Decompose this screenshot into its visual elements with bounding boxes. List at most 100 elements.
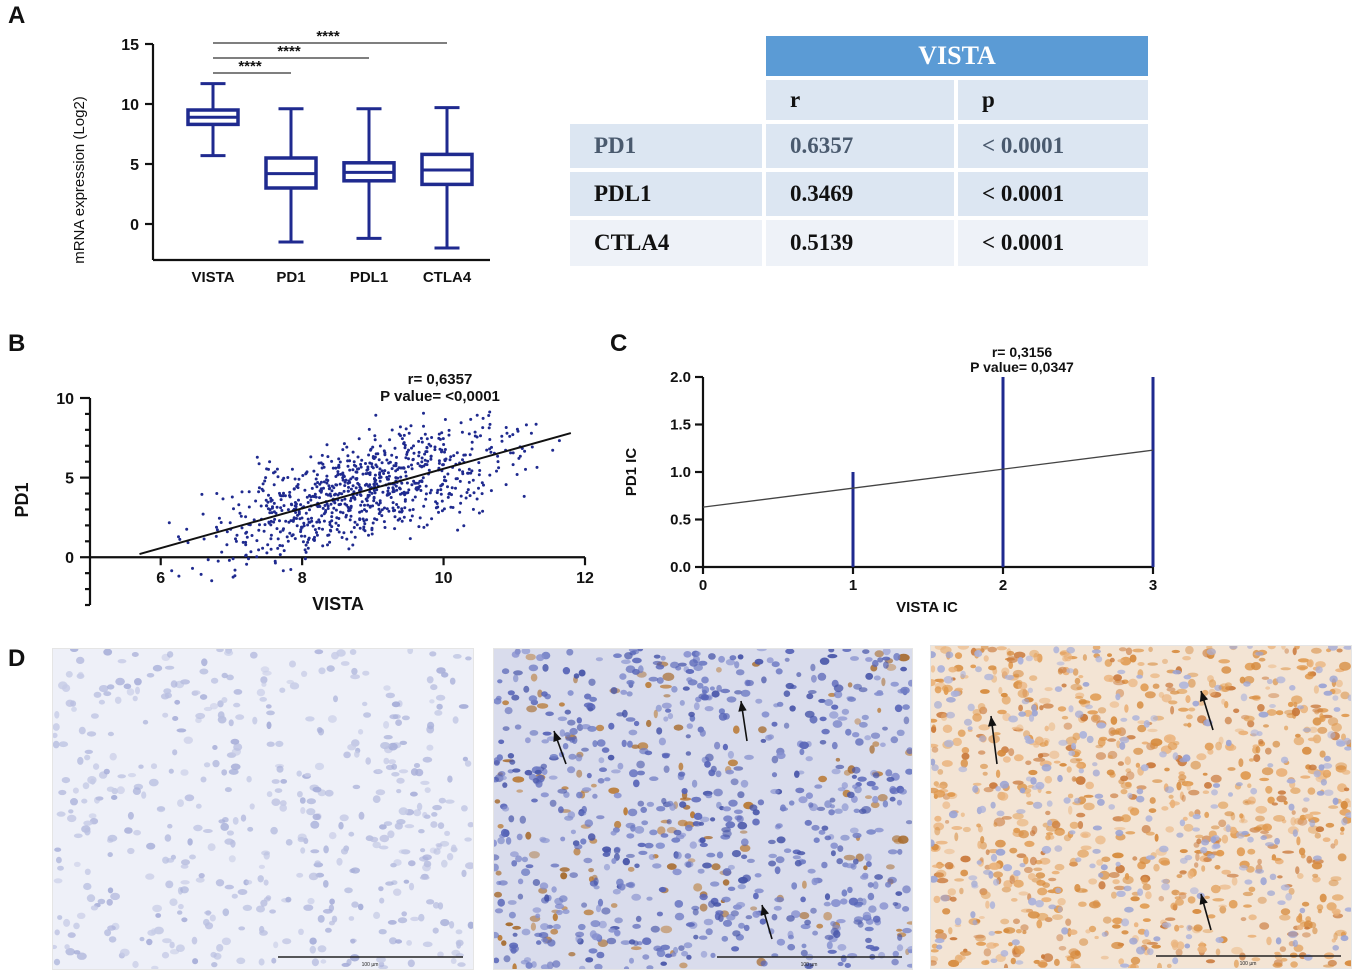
- stained-cell: [1334, 838, 1339, 846]
- nucleus: [257, 875, 264, 883]
- stained-cell: [1265, 785, 1273, 794]
- nucleus: [162, 712, 169, 718]
- nucleus: [180, 880, 190, 885]
- nucleus: [634, 863, 640, 869]
- tissue-background: [931, 646, 1351, 968]
- nucleus: [1214, 684, 1222, 691]
- scatter-point: [351, 450, 355, 454]
- nucleus: [312, 786, 322, 793]
- scatter-point: [244, 531, 248, 535]
- scatter-point: [375, 501, 379, 505]
- nucleus: [874, 874, 883, 880]
- x-tick-label: 0: [699, 577, 707, 594]
- nucleus: [785, 682, 794, 690]
- nucleus: [902, 704, 910, 710]
- nucleus: [621, 739, 627, 748]
- stained-cell: [1059, 762, 1067, 767]
- nucleus: [882, 649, 891, 656]
- nucleus: [706, 852, 716, 858]
- nucleus: [672, 868, 682, 876]
- nucleus: [1145, 815, 1153, 822]
- stained-cell: [1087, 710, 1099, 715]
- scatter-point: [471, 507, 475, 511]
- nucleus: [437, 951, 444, 958]
- stained-cell: [1267, 796, 1275, 804]
- scatter-point: [399, 475, 403, 479]
- stained-cell: [1337, 853, 1347, 862]
- stained-cell: [1307, 671, 1314, 677]
- scatter-point: [346, 489, 350, 493]
- nucleus: [1028, 714, 1035, 722]
- nucleus: [784, 657, 790, 662]
- nucleus: [323, 845, 329, 854]
- stained-cell: [1326, 902, 1337, 911]
- stained-cell: [1068, 948, 1079, 956]
- scatter-point: [427, 468, 431, 472]
- nucleus: [84, 754, 91, 761]
- stained-cell: [1297, 658, 1310, 663]
- nucleus: [738, 922, 745, 929]
- nucleus: [351, 901, 359, 908]
- stained-cell: [1125, 768, 1132, 773]
- stained-cell: [1142, 918, 1151, 922]
- nucleus: [722, 743, 728, 751]
- nucleus: [789, 705, 796, 712]
- stained-cell: [854, 718, 861, 725]
- nucleus: [824, 699, 834, 706]
- nucleus: [613, 792, 622, 799]
- scatter-point: [332, 486, 336, 490]
- nucleus: [199, 668, 209, 675]
- scatter-point: [381, 490, 385, 494]
- nucleus: [296, 770, 302, 777]
- nucleus: [648, 854, 656, 860]
- stained-cell: [1277, 790, 1286, 795]
- scatter-point: [482, 483, 485, 487]
- nucleus: [849, 827, 859, 834]
- nucleus: [410, 916, 420, 922]
- nucleus: [259, 697, 267, 702]
- scatter-point: [320, 514, 324, 518]
- scatter-point: [437, 432, 441, 436]
- nucleus: [1066, 646, 1075, 654]
- scatter-point: [363, 508, 366, 512]
- nucleus: [596, 739, 606, 747]
- stained-cell: [1257, 704, 1265, 712]
- nucleus: [181, 859, 190, 866]
- scatter-point: [373, 473, 377, 477]
- nucleus: [1212, 783, 1221, 788]
- scatter-point: [417, 454, 421, 458]
- nucleus: [83, 820, 93, 826]
- y-tick-label: 10: [56, 391, 74, 408]
- nucleus: [1288, 930, 1298, 939]
- nucleus: [1164, 786, 1174, 794]
- nucleus: [937, 665, 945, 673]
- stained-cell: [1192, 909, 1202, 914]
- nucleus: [887, 876, 897, 884]
- stained-cell: [1102, 916, 1112, 924]
- nucleus: [274, 788, 283, 793]
- stained-cell: [1045, 834, 1051, 841]
- nucleus: [967, 703, 975, 712]
- stained-cell: [1340, 800, 1348, 810]
- nucleus: [637, 800, 645, 807]
- scatter-point: [340, 492, 344, 496]
- stained-cell: [1157, 962, 1162, 968]
- nucleus: [1192, 827, 1200, 832]
- stained-cell: [1221, 834, 1229, 844]
- scatter-point: [411, 498, 415, 502]
- nucleus: [151, 965, 159, 969]
- nucleus: [199, 694, 208, 700]
- nucleus: [1328, 646, 1338, 651]
- nucleus: [545, 711, 554, 717]
- nucleus: [467, 921, 473, 929]
- scatter-point: [360, 500, 364, 504]
- nucleus: [465, 656, 472, 661]
- stained-cell: [1044, 725, 1049, 732]
- nucleus: [540, 837, 550, 844]
- stained-cell: [1077, 821, 1084, 829]
- nucleus: [407, 959, 415, 968]
- nucleus: [228, 855, 236, 863]
- nucleus: [636, 770, 645, 776]
- stained-cell: [987, 646, 997, 653]
- nucleus: [847, 886, 853, 894]
